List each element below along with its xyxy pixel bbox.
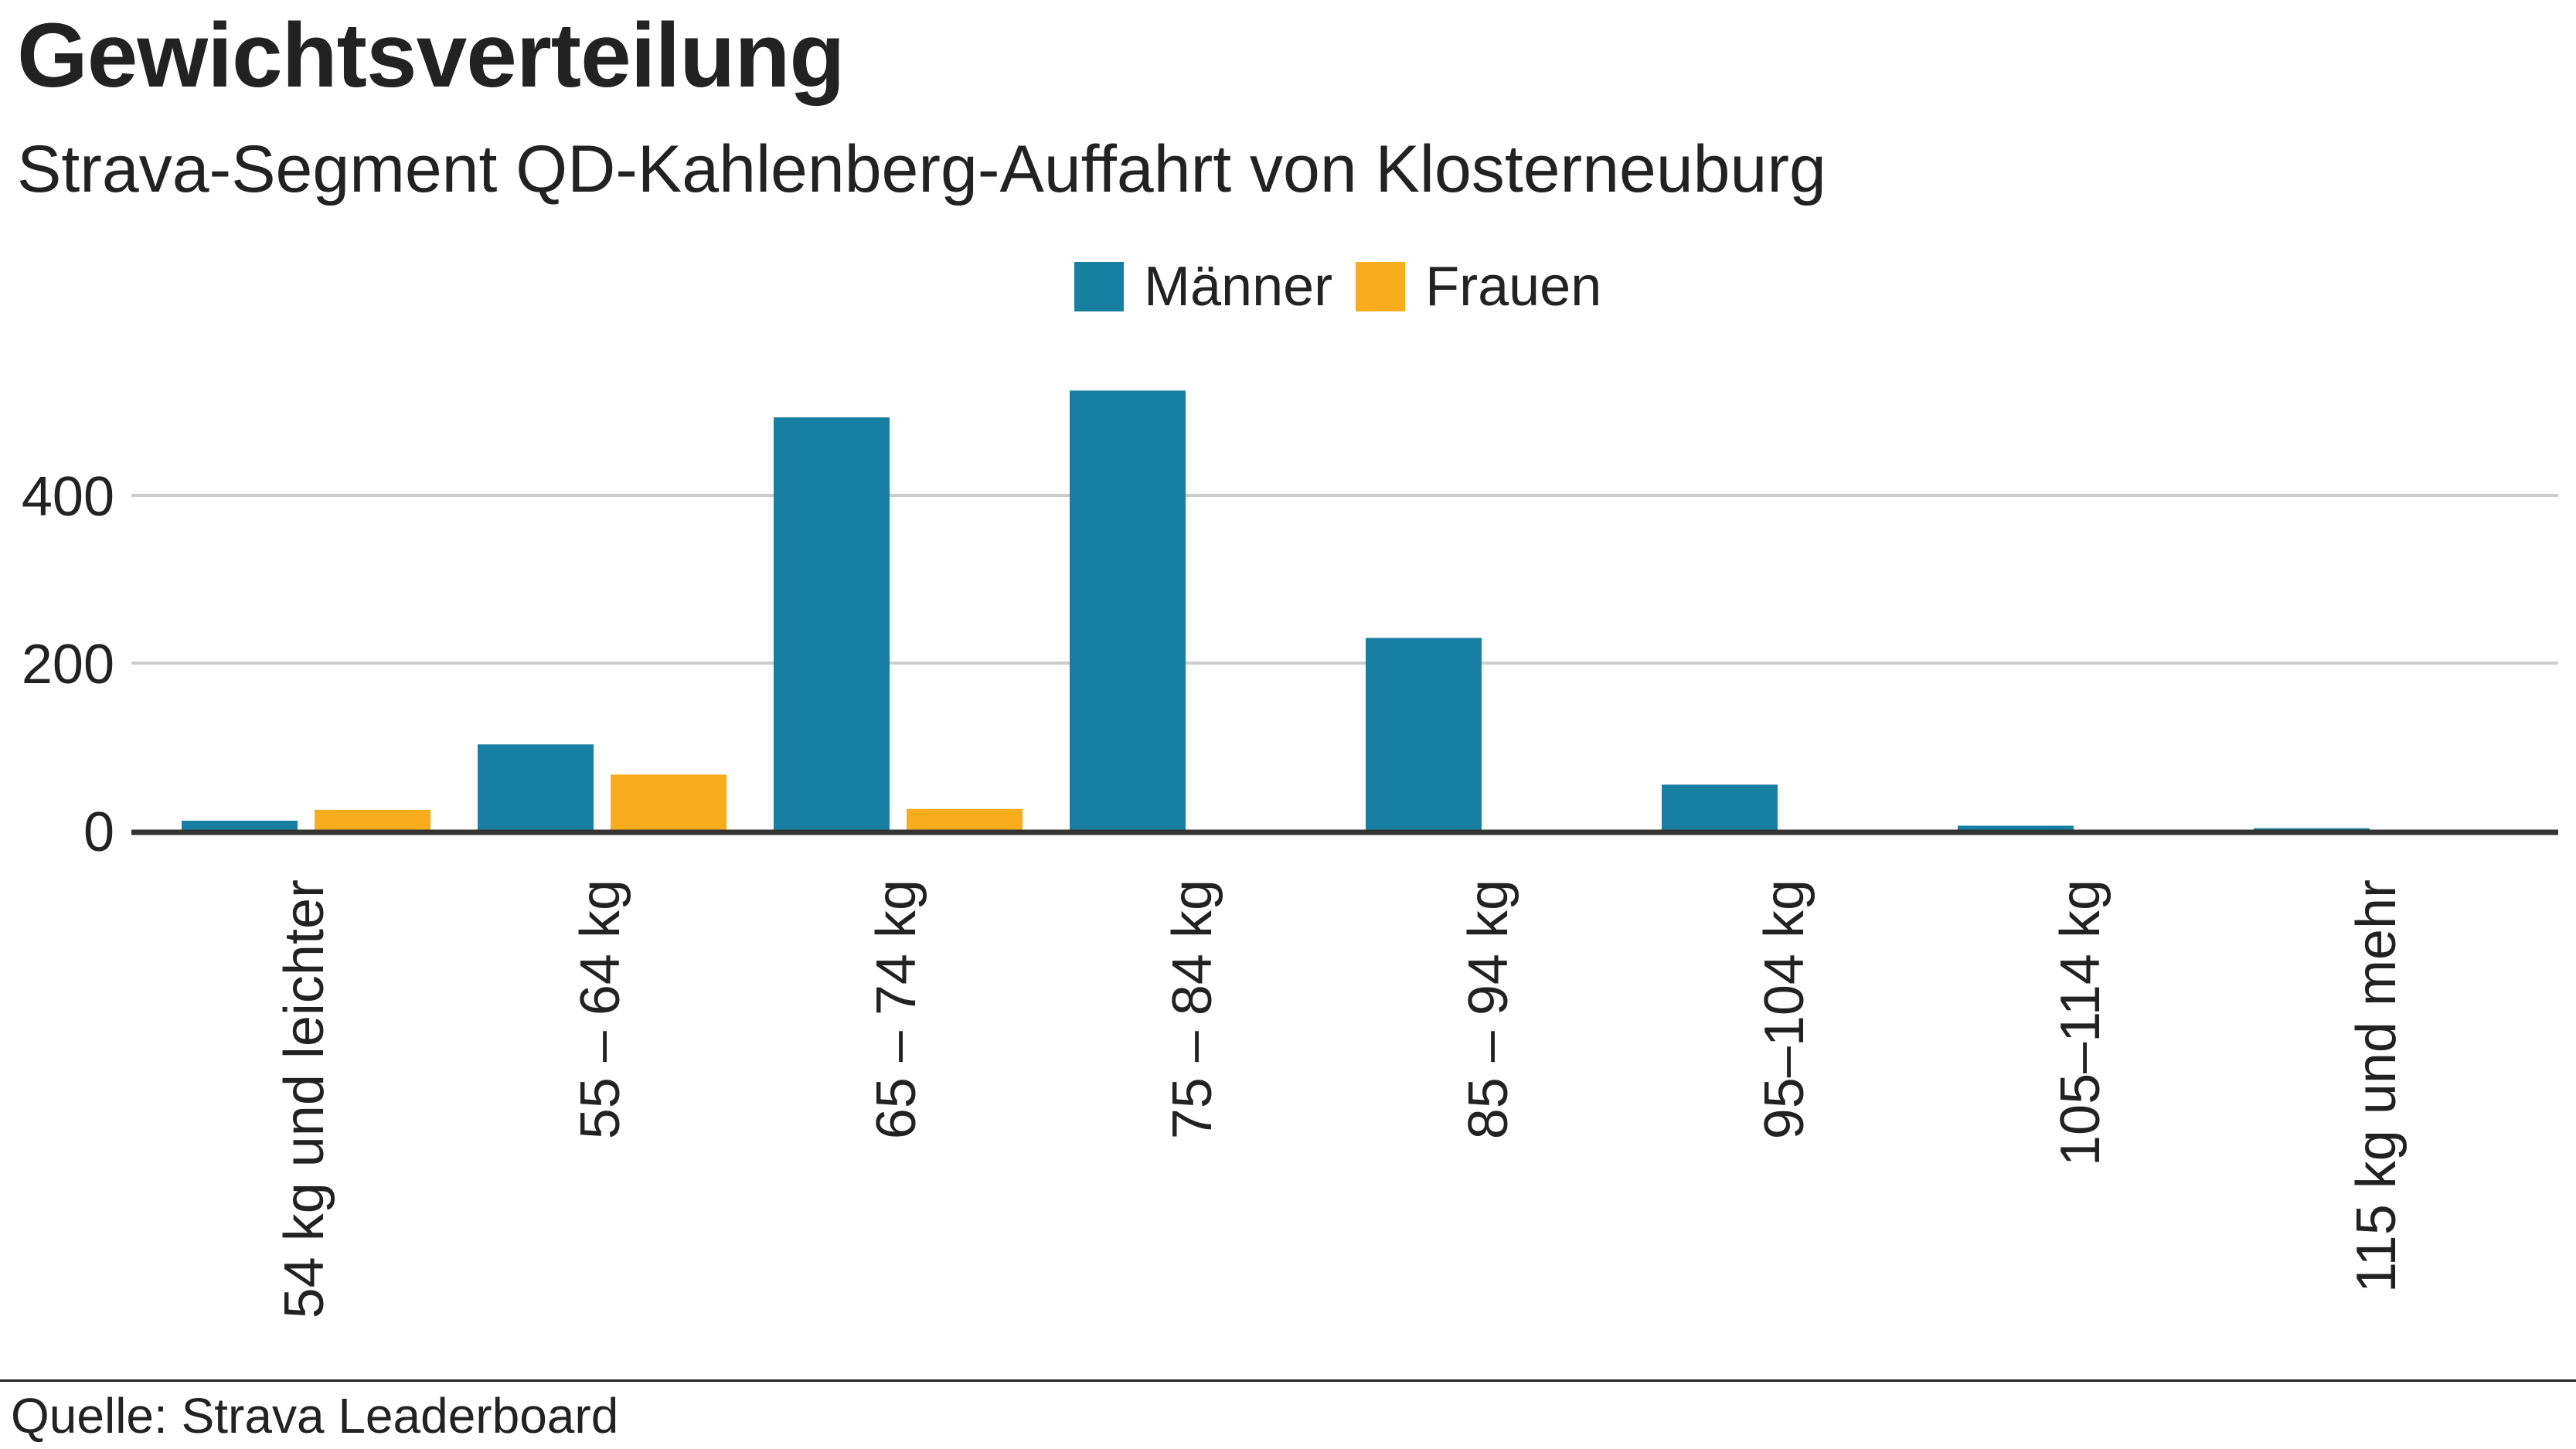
- x-tick-label-1: 55 – 64 kg: [570, 879, 631, 1139]
- chart-subtitle: Strava-Segment QD-Kahlenberg-Auffahrt vo…: [17, 132, 1826, 206]
- bar-maenner-4: [1366, 638, 1482, 831]
- source-note: Quelle: Strava Leaderboard: [11, 1388, 619, 1444]
- legend-item-frauen: Frauen: [1356, 255, 1601, 318]
- x-tick-label-3: 75 – 84 kg: [1162, 879, 1223, 1139]
- chart-title: Gewichtsverteilung: [17, 5, 846, 107]
- legend: Männer Frauen: [1074, 255, 1625, 318]
- bar-maenner-0: [182, 820, 298, 831]
- bar-maenner-3: [1070, 390, 1186, 831]
- bar-maenner-2: [774, 417, 890, 831]
- legend-label-frauen: Frauen: [1425, 256, 1602, 318]
- x-tick-label-5: 95–104 kg: [1754, 879, 1815, 1139]
- bar-maenner-6: [1958, 825, 2074, 831]
- legend-swatch-maenner: [1074, 262, 1124, 311]
- x-tick-label-4: 85 – 94 kg: [1458, 879, 1519, 1139]
- bar-maenner-7: [2254, 828, 2370, 831]
- legend-swatch-frauen: [1356, 262, 1406, 311]
- x-tick-label-7: 115 kg und mehr: [2346, 879, 2408, 1293]
- bar-frauen-2: [907, 808, 1023, 831]
- legend-label-maenner: Männer: [1144, 256, 1333, 318]
- x-tick-label-0: 54 kg und leichter: [274, 879, 335, 1318]
- y-tick-label-400: 400: [22, 466, 114, 528]
- bar-chart: 0 200 400 54 kg und leichter 55 – 64 kg 65 – …: [22, 390, 2558, 1318]
- bar-frauen-0: [315, 809, 430, 831]
- bar-maenner-1: [478, 744, 594, 831]
- x-tick-label-6: 105–114 kg: [2050, 879, 2112, 1166]
- bar-frauen-1: [611, 774, 727, 831]
- source-divider: [0, 1379, 2576, 1382]
- y-tick-label-0: 0: [83, 801, 114, 863]
- bar-maenner-5: [1662, 784, 1778, 831]
- x-tick-label-2: 65 – 74 kg: [866, 879, 927, 1139]
- y-tick-label-200: 200: [22, 634, 114, 696]
- legend-item-maenner: Männer: [1074, 255, 1332, 318]
